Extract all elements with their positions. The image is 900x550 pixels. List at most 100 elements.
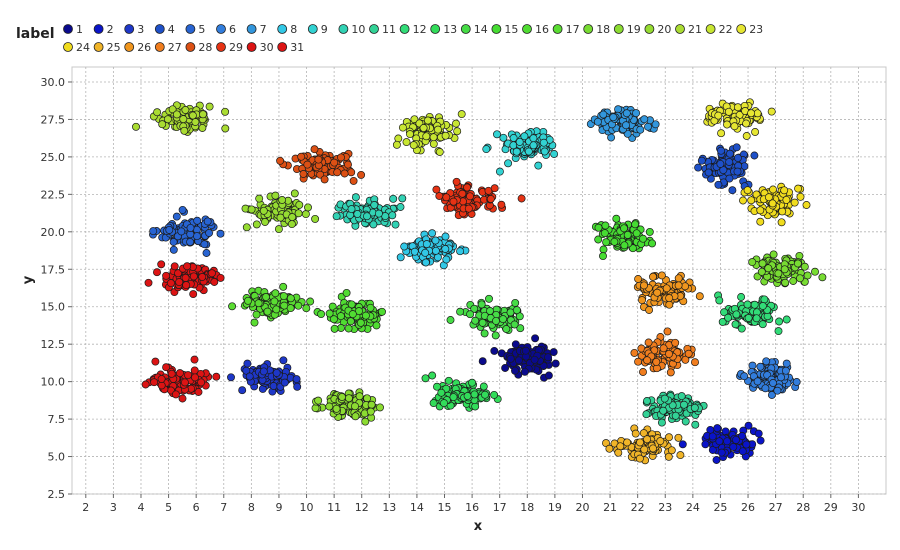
- data-point: [169, 245, 178, 254]
- data-point: [440, 399, 448, 408]
- data-point: [174, 269, 183, 278]
- data-point: [437, 388, 446, 397]
- data-point: [391, 220, 400, 229]
- data-point: [421, 258, 430, 267]
- data-point: [530, 355, 539, 364]
- data-point: [346, 317, 355, 326]
- data-point: [753, 109, 762, 118]
- data-point: [349, 176, 358, 185]
- data-point: [758, 320, 767, 329]
- data-point: [361, 311, 370, 320]
- data-point: [511, 340, 520, 349]
- data-point: [180, 378, 189, 387]
- data-point: [367, 400, 376, 409]
- y-tick-label: 22.5: [41, 188, 66, 201]
- x-tick-label: 26: [741, 501, 755, 514]
- data-point: [794, 184, 803, 193]
- data-point: [428, 371, 437, 380]
- data-point: [259, 367, 268, 376]
- data-point: [499, 133, 508, 142]
- axes: 2 3 4 5 6 7 8 9 10 11 12 13 14 15 16 17 18 19 20 21 22 23 24 25…: [41, 76, 866, 514]
- legend-label: 17: [566, 23, 580, 36]
- data-point: [739, 196, 747, 205]
- data-point: [623, 230, 632, 239]
- x-tick-label: 11: [327, 501, 341, 514]
- x-tick-label: 19: [548, 501, 562, 514]
- data-point: [521, 346, 530, 355]
- data-point: [293, 382, 302, 391]
- data-point: [325, 402, 334, 411]
- data-point: [664, 452, 673, 461]
- data-point: [781, 366, 790, 375]
- legend-label: 15: [504, 23, 518, 36]
- legend-marker: [154, 42, 165, 52]
- data-point: [144, 278, 153, 287]
- data-point: [216, 229, 225, 238]
- data-point: [363, 212, 371, 221]
- data-point: [512, 306, 521, 315]
- legend-marker: [552, 24, 563, 34]
- data-point: [193, 216, 202, 225]
- y-tick-label: 27.5: [41, 113, 66, 126]
- data-point: [510, 320, 519, 329]
- data-point: [674, 274, 683, 283]
- data-point: [259, 206, 268, 215]
- data-point: [622, 121, 630, 130]
- data-point: [767, 107, 776, 116]
- data-point: [330, 158, 339, 167]
- data-point: [444, 376, 453, 385]
- data-point: [356, 318, 365, 327]
- data-point: [361, 417, 370, 426]
- legend-marker: [277, 42, 288, 52]
- data-point: [441, 245, 450, 253]
- data-point: [329, 315, 338, 324]
- x-tick-label: 13: [382, 501, 396, 514]
- data-point: [818, 273, 827, 282]
- legend-marker: [124, 42, 135, 52]
- data-point: [656, 437, 665, 446]
- data-point: [780, 186, 789, 195]
- data-point: [288, 213, 297, 222]
- data-point: [789, 277, 798, 285]
- x-tick-label: 27: [769, 501, 783, 514]
- data-point: [717, 129, 726, 138]
- data-point: [632, 229, 641, 238]
- data-point: [634, 275, 643, 283]
- data-point: [200, 240, 209, 249]
- data-point: [314, 155, 323, 164]
- data-point: [723, 437, 732, 446]
- legend-label: 8: [290, 23, 297, 36]
- data-point: [149, 227, 158, 236]
- data-point: [452, 119, 460, 128]
- data-point: [645, 227, 654, 236]
- data-point: [337, 324, 345, 332]
- data-point: [761, 384, 770, 393]
- data-point: [272, 305, 281, 314]
- data-point: [320, 175, 329, 184]
- data-point: [691, 420, 700, 429]
- data-point: [531, 334, 540, 343]
- data-point: [704, 168, 713, 177]
- data-point: [733, 167, 742, 176]
- x-tick-label: 7: [220, 501, 227, 514]
- data-point: [751, 128, 760, 136]
- data-point: [695, 292, 704, 301]
- data-point: [649, 444, 657, 453]
- data-point: [286, 294, 295, 303]
- data-point: [790, 198, 799, 207]
- legend-marker: [93, 42, 104, 52]
- data-point: [198, 124, 207, 132]
- data-point: [456, 247, 465, 256]
- data-point: [158, 120, 167, 129]
- data-point: [428, 229, 437, 238]
- legend-label: 5: [198, 23, 205, 36]
- data-point: [355, 392, 364, 401]
- data-point: [207, 269, 216, 278]
- data-point: [495, 167, 504, 176]
- data-point: [419, 124, 428, 132]
- x-tick-label: 8: [248, 501, 255, 514]
- legend-marker: [675, 24, 685, 34]
- data-point: [212, 372, 221, 381]
- legend-marker: [185, 42, 196, 52]
